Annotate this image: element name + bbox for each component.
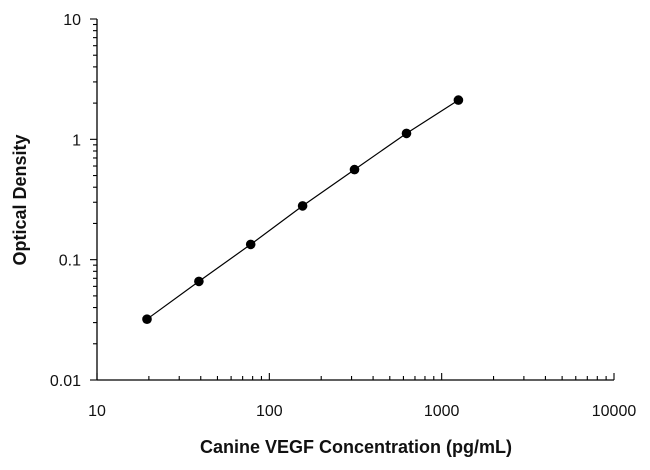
axes — [96, 19, 614, 381]
y-ticks — [90, 18, 97, 381]
data-point — [401, 128, 412, 139]
y-axis-title: Optical Density — [10, 134, 30, 265]
x-tick-label: 10 — [88, 403, 106, 420]
x-tick-label: 1000 — [424, 403, 460, 420]
data-point — [245, 239, 256, 250]
data-point — [194, 276, 204, 287]
y-tick-labels: 0.01 0.1 1 10 — [50, 12, 81, 390]
x-tick-labels: 10 100 1000 10000 — [88, 403, 636, 420]
x-axis-title: Canine VEGF Concentration (pg/mL) — [200, 437, 512, 457]
data-point — [297, 201, 308, 211]
x-tick-label: 100 — [256, 403, 283, 420]
data-point — [453, 95, 464, 105]
x-ticks — [96, 373, 615, 380]
y-tick-label: 0.01 — [50, 373, 81, 390]
y-tick-label: 0.1 — [59, 253, 81, 270]
y-tick-label: 1 — [72, 132, 81, 149]
series-group — [142, 95, 464, 325]
data-point — [349, 164, 360, 175]
y-tick-label: 10 — [63, 12, 81, 29]
x-tick-label: 10000 — [592, 403, 637, 420]
data-point — [142, 314, 152, 325]
